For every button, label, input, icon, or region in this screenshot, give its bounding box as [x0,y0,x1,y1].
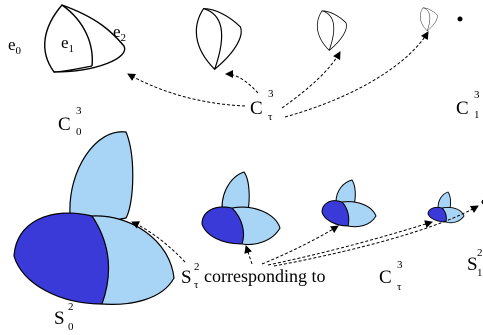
bottom-arrows [131,205,479,267]
label-c1-sub: 1 [474,109,480,121]
stau-surface-2 [321,179,377,228]
label-s1-sup: 2 [477,247,483,259]
s0-surface [13,131,175,305]
label-stau-sup: 2 [194,261,200,273]
label-ctau-sub: τ [268,111,273,123]
ctau-cell-1 [195,7,242,70]
label-s0-sup: 2 [68,301,74,313]
edge-label-e1: e1 [61,33,74,55]
edge-label-e0: e0 [8,35,22,57]
label-c0-sup: 3 [76,105,82,117]
label-s0-sub: 0 [68,321,74,333]
label-caption-ctau-sup: 3 [397,259,403,271]
ctau-cell-2 [316,10,347,51]
c1-point [457,16,463,22]
label-caption-ctau: C [379,267,392,288]
edge-label-e2: e2 [113,22,126,44]
label-c0-sub: 0 [76,126,82,138]
c0-cell [44,4,126,73]
label-s1-sub: 1 [477,267,483,279]
label-c0: C [58,114,71,135]
stau-surface-3 [427,191,465,224]
stau-surface-1 [201,171,281,246]
label-s1: S [467,254,478,275]
label-stau: S [181,267,192,288]
label-c1: C [456,98,469,119]
label-s0: S [54,308,65,329]
label-stau-sub: τ [194,279,199,291]
ctau-cell-3 [420,7,438,32]
label-caption-ctau-sub: τ [397,281,402,293]
label-ctau-sup: 3 [268,88,274,100]
caption-corresponding-to: corresponding to [204,266,325,286]
label-c1-sup: 3 [474,89,480,101]
top-arrows [127,31,429,118]
label-ctau: C [250,98,263,119]
